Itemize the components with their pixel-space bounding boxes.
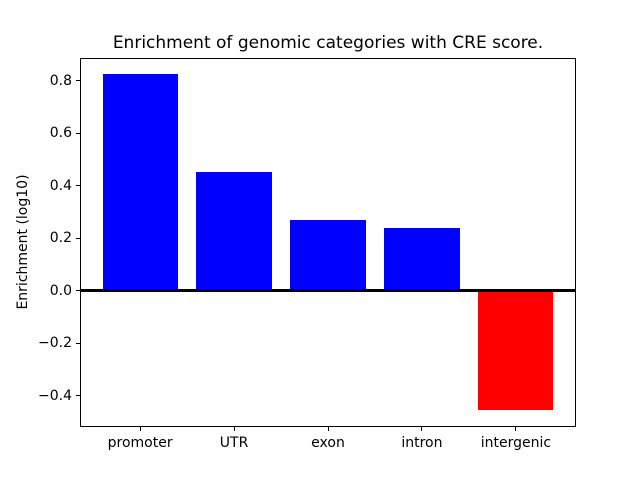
y-tick-mark [76,395,80,397]
y-axis-label: Enrichment (log10) [15,174,31,310]
zero-line [80,289,576,293]
y-tick-label: 0.8 [49,72,72,89]
y-tick-mark [76,185,80,187]
y-tick-label: 0.6 [49,125,72,142]
x-tick-label-UTR: UTR [219,435,249,452]
x-tick-mark [421,427,423,432]
y-tick-label: 0.0 [49,282,72,299]
x-tick-mark [327,427,329,432]
y-tick-mark [76,290,80,292]
y-tick-mark [76,237,80,239]
y-tick-label: 0.2 [49,230,72,247]
y-tick-mark [76,80,80,82]
y-tick-label: −0.2 [38,335,72,352]
x-tick-mark [515,427,517,432]
y-tick-mark [76,132,80,134]
x-tick-label-exon: exon [311,435,345,452]
y-tick-mark [76,342,80,344]
x-tick-label-intron: intron [401,435,443,452]
bar-UTR [196,171,272,291]
chart-title: Enrichment of genomic categories with CR… [112,33,544,53]
x-tick-label-promoter: promoter [107,435,173,452]
y-tick-label: −0.4 [38,387,72,404]
bar-promoter [102,74,178,291]
bar-exon [290,220,366,291]
bar-intron [384,227,460,291]
y-tick-label: 0.4 [49,177,72,194]
bar-intergenic [478,290,554,411]
x-tick-label-intergenic: intergenic [480,435,552,452]
x-tick-mark [139,427,141,432]
x-tick-mark [233,427,235,432]
